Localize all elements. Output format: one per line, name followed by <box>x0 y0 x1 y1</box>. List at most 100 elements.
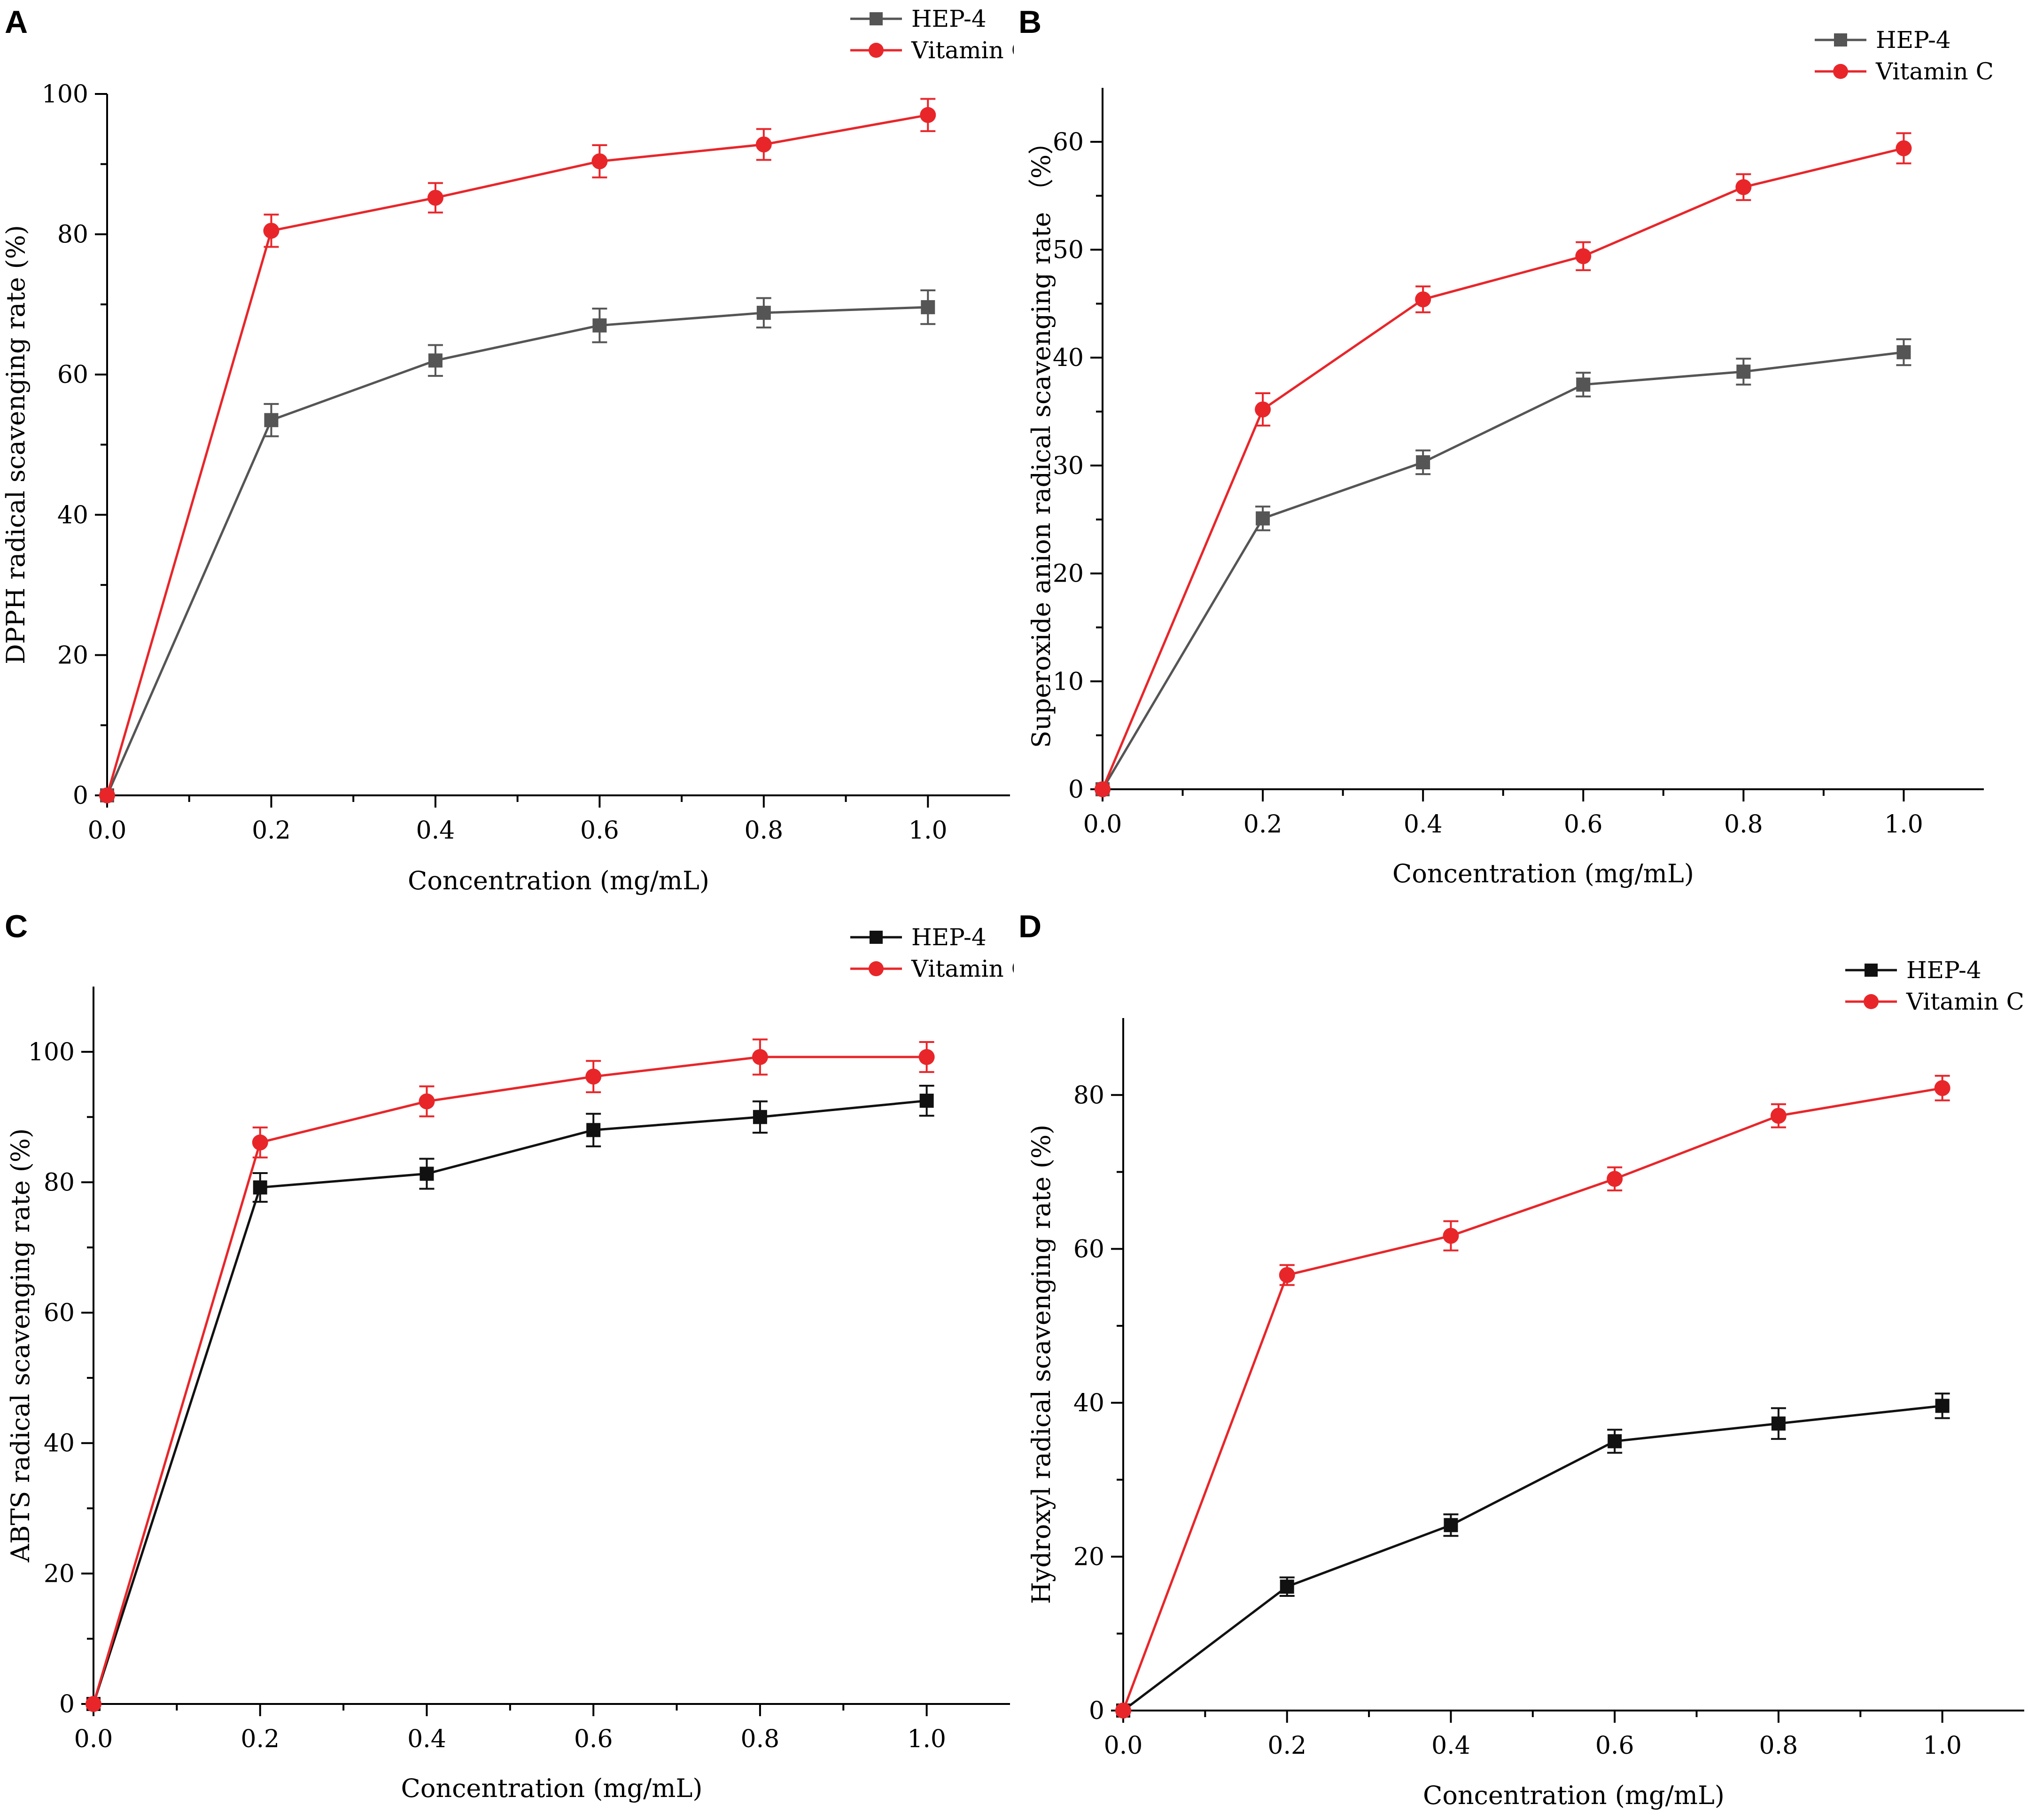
y-tick-label: 40 <box>1053 344 1084 372</box>
y-tick-label: 0 <box>73 782 88 810</box>
y-axis-label: ABTS radical scavenging rate (%) <box>6 1128 35 1563</box>
data-point <box>1416 455 1430 470</box>
y-tick-label: 80 <box>1073 1081 1104 1110</box>
panel-label: D <box>1018 909 1041 944</box>
x-tick-label: 0.0 <box>74 1725 113 1753</box>
series-hep-4 <box>100 289 936 802</box>
data-point <box>1934 1080 1950 1097</box>
data-point <box>1444 1518 1458 1532</box>
legend-marker <box>1864 994 1879 1009</box>
y-tick-label: 20 <box>44 1560 75 1588</box>
chart-svg: B 0.0 0.2 0.4 0.6 0.8 1.0 0 10 20 30 40 50 60 Concentr… <box>1018 4 1994 888</box>
x-tick-label: 0.4 <box>407 1725 446 1753</box>
data-point <box>1771 1416 1786 1431</box>
legend-marker <box>1833 64 1848 79</box>
data-point <box>585 1068 602 1085</box>
y-tick-label: 40 <box>44 1430 75 1458</box>
legend-marker <box>869 43 884 58</box>
data-point <box>1736 365 1751 379</box>
x-tick-label: 0.0 <box>88 817 127 845</box>
data-point <box>919 1093 934 1108</box>
data-point <box>1935 1399 1950 1413</box>
data-point <box>756 305 771 320</box>
legend-label: Vitamin C <box>1906 988 2024 1015</box>
y-tick-label: 20 <box>1073 1543 1104 1571</box>
data-point <box>1256 511 1270 526</box>
data-point <box>1415 291 1431 308</box>
series-line <box>1101 147 1904 790</box>
series-line <box>92 1099 927 1704</box>
x-axis-label: Concentration (mg/mL) <box>1423 1781 1725 1810</box>
legend-label: HEP-4 <box>1906 957 1981 984</box>
x-tick-label: 0.2 <box>252 817 291 845</box>
data-point <box>99 787 115 803</box>
legend: HEP-4 Vitamin C <box>1815 26 1994 85</box>
legend-label: HEP-4 <box>1876 26 1951 54</box>
data-point <box>264 413 279 428</box>
x-tick-label: 0.4 <box>1404 810 1443 839</box>
y-tick-label: 80 <box>44 1168 75 1197</box>
y-tick-label: 60 <box>57 361 88 389</box>
data-point <box>1115 1703 1131 1719</box>
series-vitamin-c <box>1095 132 1912 797</box>
y-tick-label: 30 <box>1053 452 1084 480</box>
x-tick-label: 1.0 <box>1884 810 1923 839</box>
series-line <box>106 306 928 796</box>
series-vitamin-c <box>85 1038 935 1712</box>
data-point <box>420 1167 434 1181</box>
y-tick-label: 20 <box>1053 560 1084 588</box>
data-point <box>1770 1107 1787 1124</box>
data-point <box>1575 248 1592 264</box>
x-tick-label: 0.2 <box>1243 810 1282 839</box>
series-line <box>1101 351 1904 790</box>
x-tick-label: 0.6 <box>580 817 619 845</box>
x-tick-label: 0.6 <box>1564 810 1603 839</box>
legend-label: Vitamin C <box>1875 58 1994 85</box>
x-tick-label: 0.6 <box>1595 1732 1634 1760</box>
x-tick-label: 0.0 <box>1104 1732 1143 1760</box>
x-tick-label: 0.8 <box>741 1725 780 1753</box>
x-tick-label: 0.4 <box>1431 1732 1470 1760</box>
legend-label: HEP-4 <box>911 5 987 32</box>
series-hep-4 <box>1096 338 1911 796</box>
y-tick-label: 100 <box>28 1038 75 1066</box>
series-vitamin-c <box>99 98 936 803</box>
data-point <box>921 300 935 314</box>
data-point <box>1607 1171 1623 1187</box>
data-point <box>1608 1434 1622 1448</box>
x-tick-label: 0.6 <box>574 1725 613 1753</box>
data-point <box>428 353 443 368</box>
legend: HEP-4 Vitamin C <box>850 924 1029 982</box>
data-point <box>920 107 936 123</box>
y-tick-label: 40 <box>57 501 88 529</box>
y-tick-label: 40 <box>1073 1389 1104 1417</box>
data-point <box>1279 1267 1295 1283</box>
data-point <box>753 1110 767 1124</box>
series-line <box>106 114 928 796</box>
x-axis-label: Concentration (mg/mL) <box>401 1773 703 1803</box>
panel-d: D 0.0 0.2 0.4 0.6 0.8 1.0 0 20 40 60 80 Concentratio… <box>1014 904 2028 1818</box>
x-tick-label: 0.8 <box>1759 1732 1798 1760</box>
y-axis-label: Superoxide anion radical scavenging rate… <box>1026 129 1056 748</box>
panel-label: B <box>1018 4 1041 40</box>
legend: HEP-4 Vitamin C <box>1845 957 2024 1015</box>
x-tick-label: 0.8 <box>1724 810 1763 839</box>
data-point <box>591 153 608 170</box>
x-tick-label: 0.2 <box>241 1725 280 1753</box>
data-point <box>1095 781 1111 797</box>
y-tick-label: 100 <box>42 80 88 109</box>
y-tick-label: 50 <box>1053 236 1084 264</box>
data-point <box>427 189 443 206</box>
panel-c: C 0.0 0.2 0.4 0.6 0.8 1.0 0 20 40 60 80 100 Concentra… <box>0 904 1029 1818</box>
data-point <box>85 1696 101 1712</box>
y-tick-label: 80 <box>57 221 88 249</box>
data-point <box>755 136 772 153</box>
legend-marker <box>870 12 883 25</box>
data-point <box>918 1049 935 1065</box>
y-tick-label: 10 <box>1053 668 1084 696</box>
legend-marker <box>1865 964 1878 977</box>
data-point <box>1576 377 1591 392</box>
y-tick-label: 60 <box>1073 1235 1104 1263</box>
y-tick-label: 0 <box>59 1690 75 1719</box>
x-tick-label: 0.8 <box>744 817 783 845</box>
